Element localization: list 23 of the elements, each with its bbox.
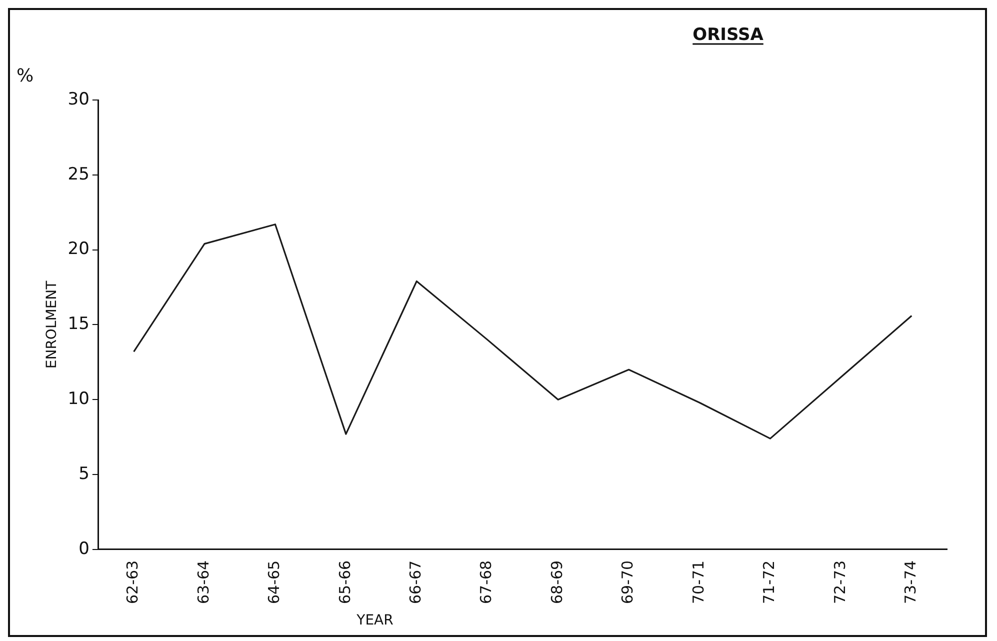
x-tick-label: 67-68 — [477, 560, 496, 604]
y-tick-label: 15 — [68, 314, 90, 334]
text: % — [16, 66, 34, 87]
y-tick-label: 25 — [68, 164, 90, 184]
x-tick-label: 71-72 — [760, 560, 778, 604]
x-tick-label: 62-63 — [124, 560, 142, 604]
x-tick-label: 65-66 — [336, 560, 354, 604]
y-tick-label: 10 — [68, 389, 90, 410]
x-tick-label: 64-65 — [265, 560, 284, 604]
x-tick-label: 72-73 — [830, 560, 849, 604]
x-tick-label: 73-74 — [902, 560, 920, 604]
chart-title: ORISSA — [692, 25, 764, 45]
y-axis-title: ENROLMENT — [44, 280, 60, 369]
x-tick-label: 66-67 — [406, 560, 425, 604]
x-tick-label: 69-70 — [618, 560, 637, 604]
x-axis-title: YEAR — [356, 612, 394, 629]
y-tick-label: 0 — [78, 538, 90, 559]
y-tick-label: 20 — [68, 239, 90, 260]
y-tick-label: 5 — [78, 464, 90, 484]
x-tick-label: 63-64 — [194, 560, 212, 604]
x-tick-label: 70-71 — [689, 560, 708, 604]
y-tick-label: 30 — [68, 89, 90, 110]
x-tick-label: 68-69 — [548, 560, 566, 604]
